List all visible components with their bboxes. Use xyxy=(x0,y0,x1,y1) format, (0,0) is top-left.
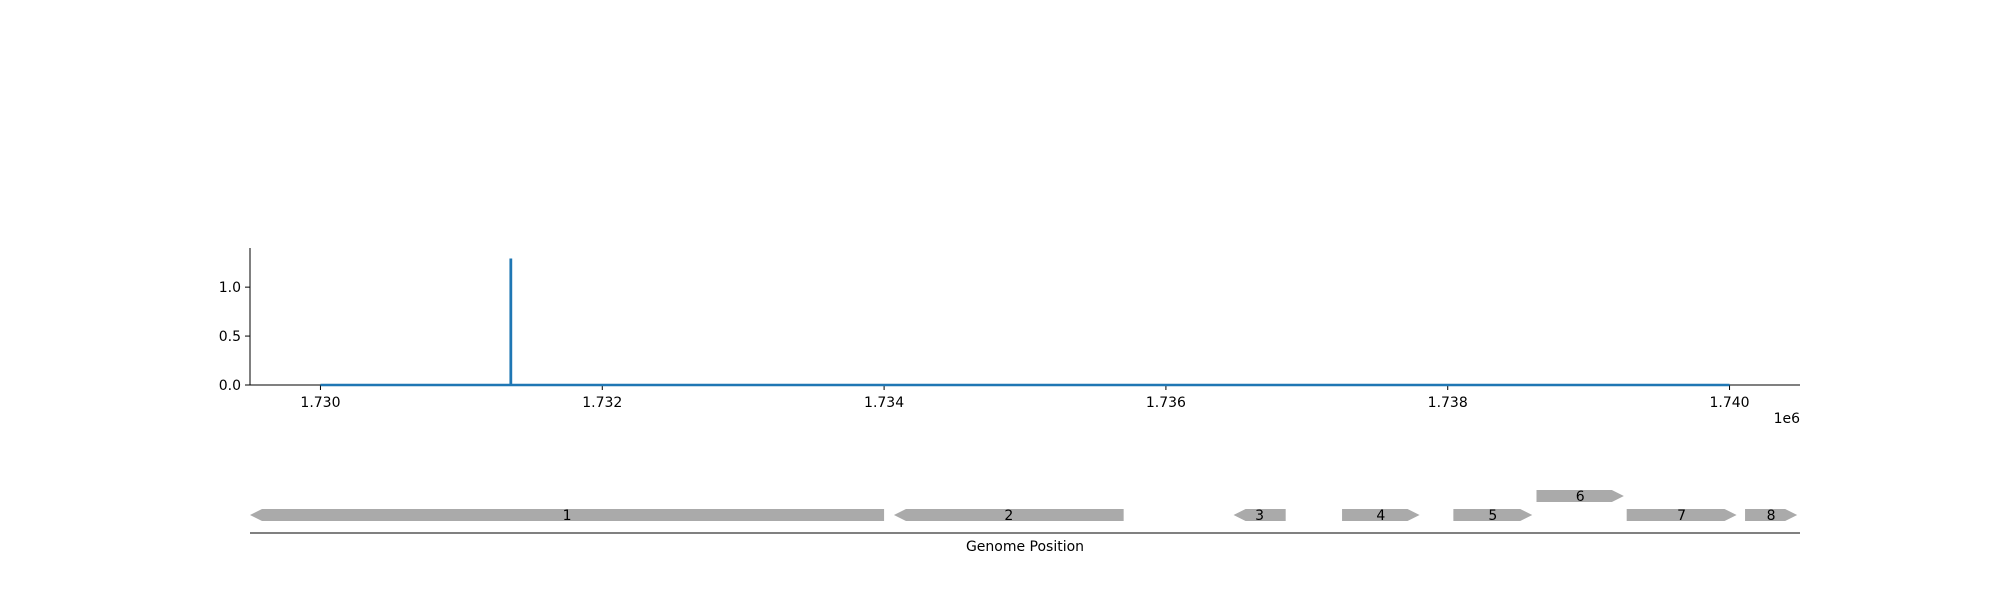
x-tick-label: 1.734 xyxy=(864,395,904,411)
x-tick-label: 1.738 xyxy=(1428,395,1468,411)
gene-feature-label: 7 xyxy=(1677,508,1686,524)
coverage-x-ticks: 1.730 1.732 1.734 1.736 1.738 1.740 xyxy=(300,385,1750,411)
gene-feature-arrow xyxy=(1233,509,1286,521)
y-tick-label: 0.5 xyxy=(219,329,241,345)
gene-feature-label: 1 xyxy=(563,508,572,524)
x-tick-label: 1.732 xyxy=(582,395,622,411)
gene-feature-arrow xyxy=(250,509,885,521)
gene-feature-arrow xyxy=(1453,509,1533,521)
gene-track-panel: 1 2 3 4 5 6 7 8 Genome Position xyxy=(250,489,1800,555)
gene-feature-label: 3 xyxy=(1255,508,1264,524)
gene-feature-arrow xyxy=(1745,509,1798,521)
gene-feature-arrow xyxy=(1536,490,1624,502)
coverage-line xyxy=(320,258,1730,387)
y-tick-label: 0.0 xyxy=(219,378,241,394)
x-tick-label: 1.736 xyxy=(1146,395,1186,411)
y-tick-label: 1.0 xyxy=(219,280,241,296)
x-tick-label: 1.740 xyxy=(1709,395,1749,411)
gene-feature-arrow xyxy=(1342,509,1420,521)
gene-feature-label: 5 xyxy=(1488,508,1497,524)
genome-position-label: Genome Position xyxy=(966,539,1084,555)
gene-feature-label: 2 xyxy=(1004,508,1013,524)
gene-feature-label: 6 xyxy=(1576,489,1585,505)
x-tick-label: 1.730 xyxy=(300,395,340,411)
coverage-panel: 0.0 0.5 1.0 1.730 1.732 1.734 1.736 1.738 1.740… xyxy=(219,248,1800,427)
x-offset-label: 1e6 xyxy=(1774,411,1801,427)
gene-feature-arrow xyxy=(893,509,1124,521)
gene-features: 1 2 3 4 5 6 7 8 xyxy=(250,489,1798,524)
gene-feature-label: 4 xyxy=(1376,508,1385,524)
gene-feature-label: 8 xyxy=(1767,508,1776,524)
coverage-series-group xyxy=(320,258,1730,387)
gene-feature-arrow xyxy=(1626,509,1737,521)
coverage-y-ticks: 0.0 0.5 1.0 xyxy=(219,280,250,394)
